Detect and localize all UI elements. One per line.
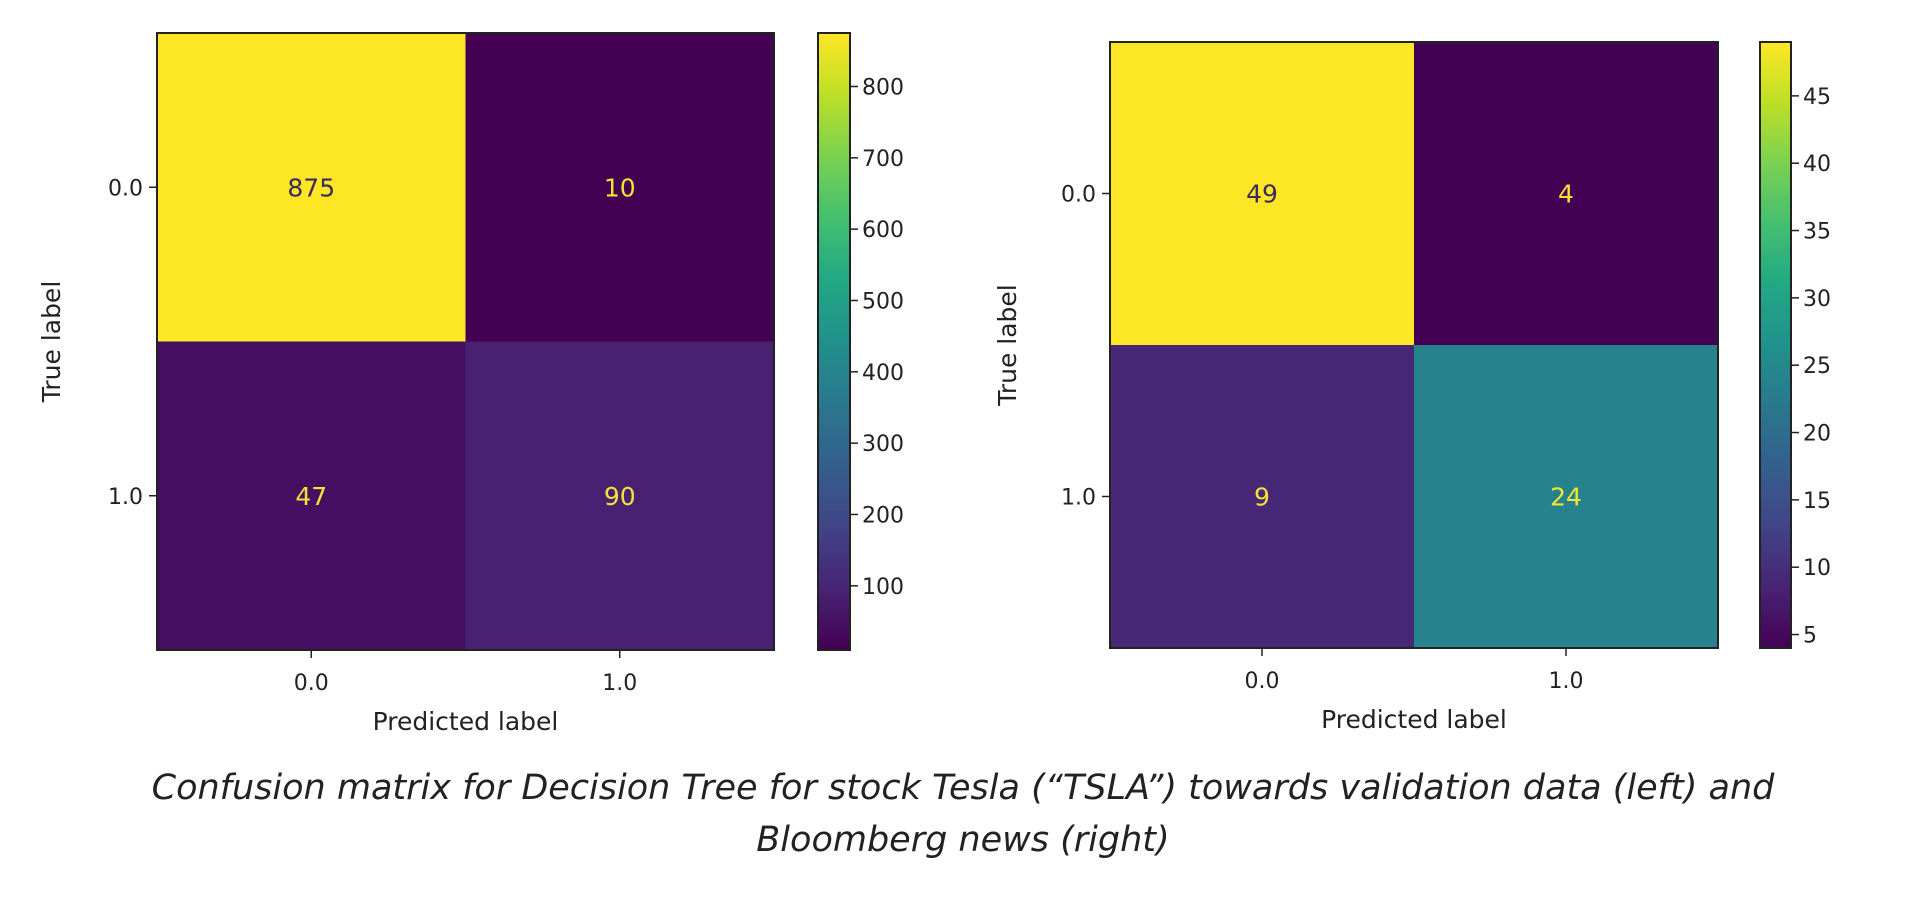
colorbar-tick-label: 5 xyxy=(1803,624,1817,649)
cell-value-label: 4 xyxy=(1558,180,1574,209)
colorbar-tick-label: 700 xyxy=(862,147,904,172)
matrix-cell xyxy=(465,341,774,650)
matrix-frame xyxy=(156,32,775,651)
colorbar-tick-label: 400 xyxy=(862,361,904,386)
colorbar xyxy=(1759,41,1792,649)
y-tick-label: 1.0 xyxy=(1061,486,1096,511)
colorbar xyxy=(817,32,851,651)
y-tick-label: 1.0 xyxy=(108,485,143,510)
colorbar-tick-label: 200 xyxy=(862,503,904,528)
cell-value-label: 49 xyxy=(1246,180,1278,209)
colorbar-tick-label: 500 xyxy=(862,289,904,314)
colorbar-tick-label: 30 xyxy=(1803,287,1831,312)
cell-value-label: 90 xyxy=(604,482,636,511)
cell-value-label: 24 xyxy=(1550,483,1582,512)
x-tick-label: 1.0 xyxy=(602,671,637,696)
cell-value-label: 875 xyxy=(287,173,335,202)
matrix-cell xyxy=(157,33,466,342)
y-tick-label: 0.0 xyxy=(108,176,143,201)
confusion-matrix-left: 875 10 47 90 0.0 1.0 0.0 1.0 Predicted label True… xyxy=(37,32,904,736)
matrix-frame xyxy=(1109,41,1719,649)
x-axis-label: Predicted label xyxy=(1321,705,1507,734)
matrix-cell xyxy=(1414,42,1718,345)
colorbar-tick-label: 20 xyxy=(1803,422,1831,447)
y-axis-label: True label xyxy=(993,284,1022,407)
cell-value-label: 10 xyxy=(604,173,636,202)
colorbar-tick-label: 600 xyxy=(862,218,904,243)
matrix-cell xyxy=(465,33,774,342)
x-tick-label: 0.0 xyxy=(294,671,329,696)
caption-line-2: Bloomberg news (right) xyxy=(756,820,1170,860)
colorbar-tick-label: 15 xyxy=(1803,489,1831,514)
colorbar-tick-label: 300 xyxy=(862,432,904,457)
colorbar-tick-label: 100 xyxy=(862,575,904,600)
colorbar-tick-label: 35 xyxy=(1803,220,1831,245)
colorbar-tick-label: 800 xyxy=(862,75,904,100)
matrix-cell xyxy=(1110,345,1414,648)
colorbar-tick-label: 25 xyxy=(1803,354,1831,379)
y-tick-label: 0.0 xyxy=(1061,183,1096,208)
colorbar-tick-label: 45 xyxy=(1803,85,1831,110)
figure-caption: Confusion matrix for Decision Tree for s… xyxy=(0,762,1926,866)
caption-line-1: Confusion matrix for Decision Tree for s… xyxy=(151,768,1775,808)
cell-value-label: 47 xyxy=(295,482,327,511)
cell-value-label: 9 xyxy=(1254,483,1270,512)
matrix-cell xyxy=(1110,42,1414,345)
matrix-cell xyxy=(157,341,466,650)
x-tick-label: 1.0 xyxy=(1549,669,1584,694)
colorbar-tick-label: 40 xyxy=(1803,152,1831,177)
colorbar-tick-label: 10 xyxy=(1803,556,1831,581)
x-tick-label: 0.0 xyxy=(1245,669,1280,694)
y-axis-label: True label xyxy=(37,281,66,404)
figure: 875 10 47 90 0.0 1.0 0.0 1.0 Predicted label True… xyxy=(37,32,1831,736)
matrix-cell xyxy=(1414,345,1718,648)
x-axis-label: Predicted label xyxy=(373,707,559,736)
